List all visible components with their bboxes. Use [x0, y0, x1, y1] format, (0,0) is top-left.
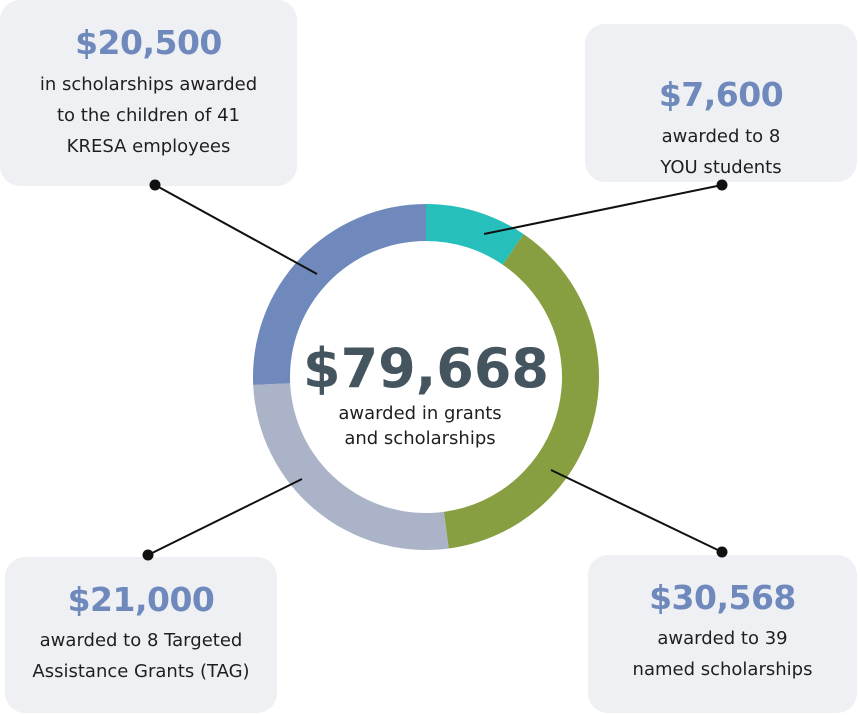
donut-slice-named-scholarships — [443, 234, 599, 549]
donut-slice-you-students — [426, 204, 524, 265]
connector-dot-top-left — [149, 179, 161, 191]
callout-amount: $7,600 — [658, 75, 784, 114]
center-total: $79,668 — [303, 337, 549, 400]
callout-amount: $20,500 — [75, 23, 222, 62]
callout-card-you-students: $7,600 awarded to 8 YOU students — [585, 24, 857, 182]
connector-lines — [142, 179, 728, 561]
donut-slices — [253, 204, 599, 550]
center-subtitle-line: and scholarships — [344, 428, 495, 449]
connector-line-bottom-right — [550, 469, 723, 553]
callout-amount: $21,000 — [67, 580, 215, 619]
callout-description: in scholarships awarded to the children … — [39, 74, 258, 157]
center-subtitle-line: awarded in grants — [338, 403, 501, 424]
connector-line-bottom-left — [147, 478, 303, 556]
connector-dot-top-right — [716, 179, 728, 191]
callout-description: awarded to 8 Targeted Assistance Grants … — [32, 630, 250, 682]
connector-line-top-right — [483, 184, 723, 235]
connector-dot-bottom-right — [716, 546, 728, 558]
callout-description: awarded to 8 YOU students — [660, 126, 782, 178]
callout-card-tag-grants: $21,000 awarded to 8 Targeted Assistance… — [5, 557, 277, 713]
donut-slice-tag-grants — [253, 383, 449, 550]
callout-amount: $30,568 — [649, 578, 796, 617]
callout-card-named-scholarships: $30,568 awarded to 39 named scholarships — [588, 555, 857, 713]
callout-description: awarded to 39 named scholarships — [632, 628, 813, 680]
callout-card-children-scholarships: $20,500 in scholarships awarded to the c… — [0, 0, 297, 186]
connector-line-top-left — [154, 184, 318, 275]
connector-dot-bottom-left — [142, 549, 154, 561]
donut-slice-children-scholarships — [253, 204, 426, 385]
